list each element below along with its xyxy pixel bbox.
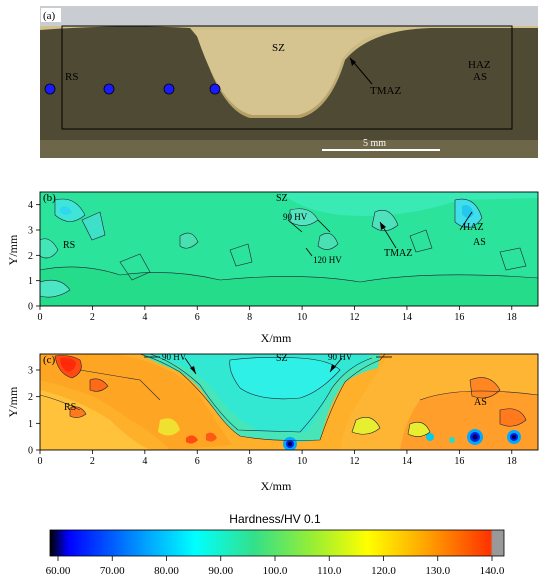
colorbar-tick-label: 130.0 [425,565,450,577]
panel-c-x-axis: 0 2 4 6 8 10 12 14 16 18 [38,450,517,467]
panel-b-x-tick-label: 16 [454,312,464,323]
panel-c-y-tick-label: 2 [28,392,33,403]
panel-c-90hv-annotation-right: 90 HV [328,352,353,362]
colorbar-tick-label: 140.0 [480,565,505,577]
panel-b-label: (b) [43,192,56,204]
panel-c-x-axis-title: X/mm [261,479,292,493]
panel-a-sz-label: SZ [272,42,285,54]
panel-b-haz-label: HAZ [463,222,484,233]
panel-c-x-tick-label: 2 [90,456,95,467]
panel-c-as-label: AS [474,397,487,408]
colorbar-tick-label: 90.00 [208,565,233,577]
colorbar-tick-label: 70.00 [100,565,125,577]
indent-marker [103,83,115,95]
panel-a-tmaz-label: TMAZ [370,85,401,97]
panel-b-x-axis: 0 2 4 6 8 10 12 14 16 18 [38,306,517,323]
panel-c-heatmap [40,354,538,450]
panel-b-tmaz-label: TMAZ [384,248,412,259]
colorbar-gradient [49,529,505,557]
panel-c-sz-label: SZ [276,353,288,364]
panel-b-x-tick-label: 14 [402,312,412,323]
panel-c-x-tick-label: 6 [195,456,200,467]
panel-b-y-axis: 0 1 2 3 4 [28,200,40,313]
indent-marker [163,83,175,95]
panel-c-rs-label: RS [64,402,76,413]
indent-marker [209,83,221,95]
indent-marker [44,83,56,95]
panel-b-x-tick-label: 12 [350,312,360,323]
panel-b-y-tick-label: 4 [28,200,33,211]
panel-b-120hv-annotation: 120 HV [313,255,342,265]
panel-b-sz-label: SZ [276,193,288,204]
panel-b-y-tick-label: 1 [28,276,33,287]
panel-b-y-axis-title: Y/mm [6,234,20,265]
panel-b-x-tick-label: 10 [297,312,307,323]
panel-b-x-tick-label: 18 [507,312,517,323]
panel-c-y-tick-label: 3 [28,366,33,377]
panel-c-y-tick-label: 0 [28,446,33,457]
panel-b-x-axis-title: X/mm [261,331,292,345]
panel-a-photo [40,6,538,158]
panel-c-x-tick-label: 10 [297,456,307,467]
panel-b-x-tick-label: 0 [38,312,43,323]
colorbar-tick-label: 100.0 [263,565,288,577]
panel-c-x-tick-label: 8 [247,456,252,467]
panel-c-90hv-annotation-left: 90 HV [162,352,187,362]
panel-c-y-axis: 0 1 2 3 [28,366,40,457]
colorbar-tick-label: 120.0 [371,565,396,577]
panel-b-heatmap [40,192,538,306]
panel-c-frame [39,353,539,451]
colorbar-tick-label: 110.0 [317,565,342,577]
panel-a-haz-label: HAZ [468,59,491,71]
panel-b-rs-label: RS [63,240,75,251]
panel-b-x-tick-label: 6 [195,312,200,323]
panel-b-x-tick-label: 8 [247,312,252,323]
panel-c-x-tick-label: 12 [350,456,360,467]
colorbar-ticks: 60.00 70.00 80.00 90.00 100.0 110.0 120.0 130.0… [46,556,505,577]
colorbar-tick-label: 60.00 [46,565,71,577]
panel-b-y-tick-label: 0 [28,302,33,313]
panel-b-as-label: AS [473,237,486,248]
colorbar-tick-label: 80.00 [154,565,179,577]
panel-c-y-tick-label: 1 [28,419,33,430]
colorbar-title: Hardness/HV 0.1 [229,512,321,526]
panel-c-x-tick-label: 4 [142,456,147,467]
panel-b-y-tick-label: 3 [28,226,33,237]
panel-a-scale-bar-label: 5 mm [363,138,386,149]
panel-a-rs-label: RS [65,71,78,83]
panel-c-y-axis-title: Y/mm [6,386,20,417]
panel-b-90hv-annotation: 90 HV [283,212,308,222]
panel-c-x-tick-label: 0 [38,456,43,467]
panel-c-x-tick-label: 18 [507,456,517,467]
panel-b-x-tick-label: 4 [142,312,147,323]
panel-a-as-label: AS [473,71,487,83]
panel-b-frame [39,191,539,307]
panel-c-x-tick-label: 16 [454,456,464,467]
panel-b-x-tick-label: 2 [90,312,95,323]
panel-a-label: (a) [43,10,56,22]
panel-c-x-tick-label: 14 [402,456,412,467]
panel-c-label: (c) [43,354,56,366]
panel-b-y-tick-label: 2 [28,251,33,262]
